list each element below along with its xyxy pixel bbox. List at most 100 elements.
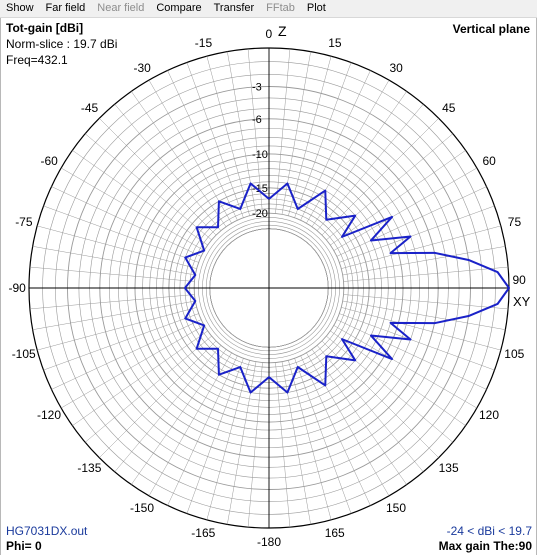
grid-spoke <box>321 340 439 458</box>
radiation-pattern-trace <box>183 182 510 394</box>
grid-spoke <box>336 186 487 257</box>
polar-plot-area: -3 -6 -10 -15 -20 Tot-gain [dBi] Norm-slice … <box>0 18 537 555</box>
grid-spoke <box>99 118 217 236</box>
angle-label: 150 <box>386 501 407 515</box>
angle-label: -30 <box>133 61 151 75</box>
grid-spoke <box>99 340 217 458</box>
radial-tick-label: -20 <box>252 208 268 220</box>
grid-spoke <box>131 349 227 485</box>
grid-spoke <box>336 319 487 390</box>
grid-spoke <box>341 225 501 269</box>
grid-spoke <box>61 325 205 409</box>
angle-label: 120 <box>479 408 500 422</box>
menu-item-far-field[interactable]: Far field <box>45 2 86 14</box>
angle-label: -120 <box>37 408 62 422</box>
grid-spoke <box>339 205 495 263</box>
menu-item-transfer[interactable]: Transfer <box>213 2 255 14</box>
grid-spoke <box>342 300 506 330</box>
angle-label: 0 <box>265 27 273 41</box>
grid-spoke <box>32 300 196 330</box>
polar-chart: -3 -6 -10 -15 -20 <box>28 47 510 529</box>
grid-spoke <box>247 362 263 528</box>
menu-item-show[interactable]: Show <box>6 2 34 14</box>
plot-title: Tot-gain [dBi] <box>6 21 84 35</box>
angle-label: -75 <box>15 215 33 230</box>
grid-spoke <box>333 325 477 409</box>
menu-item-compare[interactable]: Compare <box>156 2 202 14</box>
grid-spoke <box>326 335 454 443</box>
radial-tick-label: -10 <box>252 149 268 161</box>
grid-spoke <box>311 349 407 485</box>
grid-spoke <box>342 246 506 276</box>
angle-label: -180 <box>257 535 282 549</box>
gain-range-label: -24 < dBi < 19.7 <box>446 524 532 538</box>
angle-label: 105 <box>504 346 525 361</box>
grid-spoke <box>300 355 371 506</box>
grid-spoke <box>330 150 466 246</box>
grid-spoke <box>29 294 195 310</box>
angle-label: -45 <box>80 101 99 116</box>
angle-label: 135 <box>438 460 459 475</box>
grid-spoke <box>300 70 371 221</box>
grid-spoke <box>281 51 311 215</box>
grid-spoke <box>288 360 332 520</box>
grid-spoke <box>247 48 263 214</box>
norm-slice-label: Norm-slice : 19.7 dBi <box>6 37 118 51</box>
grid-spoke <box>167 355 238 506</box>
angle-label: -165 <box>191 526 216 541</box>
grid-spoke <box>114 103 222 231</box>
grid-spoke <box>72 330 208 426</box>
grid-spoke <box>227 361 257 525</box>
angle-label: -15 <box>194 35 213 50</box>
radial-tick-label: -6 <box>252 114 262 126</box>
menu-item-near-field: Near field <box>97 2 145 14</box>
grid-spoke <box>186 358 244 514</box>
angle-label: 90 <box>512 273 526 287</box>
z-axis-label: Z <box>278 23 287 39</box>
grid-spoke <box>167 70 238 221</box>
grid-spoke <box>306 352 390 496</box>
grid-spoke <box>186 62 244 218</box>
grid-spoke <box>343 294 509 310</box>
grid-spoke <box>311 91 407 227</box>
grid-spoke <box>330 330 466 426</box>
angle-label: 45 <box>442 101 456 116</box>
grid-spoke <box>275 362 291 528</box>
grid-spoke <box>148 352 232 496</box>
menu-item-fftab: FFtab <box>266 2 295 14</box>
angle-label: 60 <box>482 154 496 168</box>
grid-spoke <box>37 225 197 269</box>
menu-item-plot[interactable]: Plot <box>306 2 326 14</box>
grid-spoke <box>29 266 195 282</box>
angle-label: -60 <box>40 154 58 168</box>
radial-tick-label: -3 <box>252 82 262 94</box>
grid-spoke <box>206 360 250 520</box>
grid-spoke <box>84 335 212 443</box>
grid-spoke <box>131 91 227 227</box>
grid-spoke <box>343 266 509 282</box>
grid-spoke <box>51 186 202 257</box>
grid-spoke <box>316 345 424 473</box>
angle-label: -135 <box>77 460 102 475</box>
phi-label: Phi= 0 <box>6 539 42 553</box>
grid-spoke <box>294 358 352 514</box>
grid-spoke <box>281 361 311 525</box>
plane-label: Vertical plane <box>452 22 530 36</box>
radial-tick-label: -15 <box>252 183 268 195</box>
frequency-label: Freq=432.1 <box>6 53 68 67</box>
grid-spoke <box>333 167 477 251</box>
max-gain-label: Max gain The:90 <box>438 539 532 553</box>
angle-label: -105 <box>11 346 36 361</box>
angle-label: 30 <box>389 61 403 75</box>
grid-spoke <box>227 51 257 215</box>
grid-spoke <box>306 80 390 224</box>
grid-spoke <box>43 313 199 371</box>
grid-spoke <box>51 319 202 390</box>
angle-label: -150 <box>130 501 155 515</box>
grid-spoke <box>32 246 196 276</box>
angle-label: 165 <box>324 526 345 541</box>
angle-label: -90 <box>8 281 26 295</box>
angle-label: 75 <box>507 215 522 230</box>
grid-spoke <box>316 103 424 231</box>
grid-spoke <box>326 133 454 241</box>
